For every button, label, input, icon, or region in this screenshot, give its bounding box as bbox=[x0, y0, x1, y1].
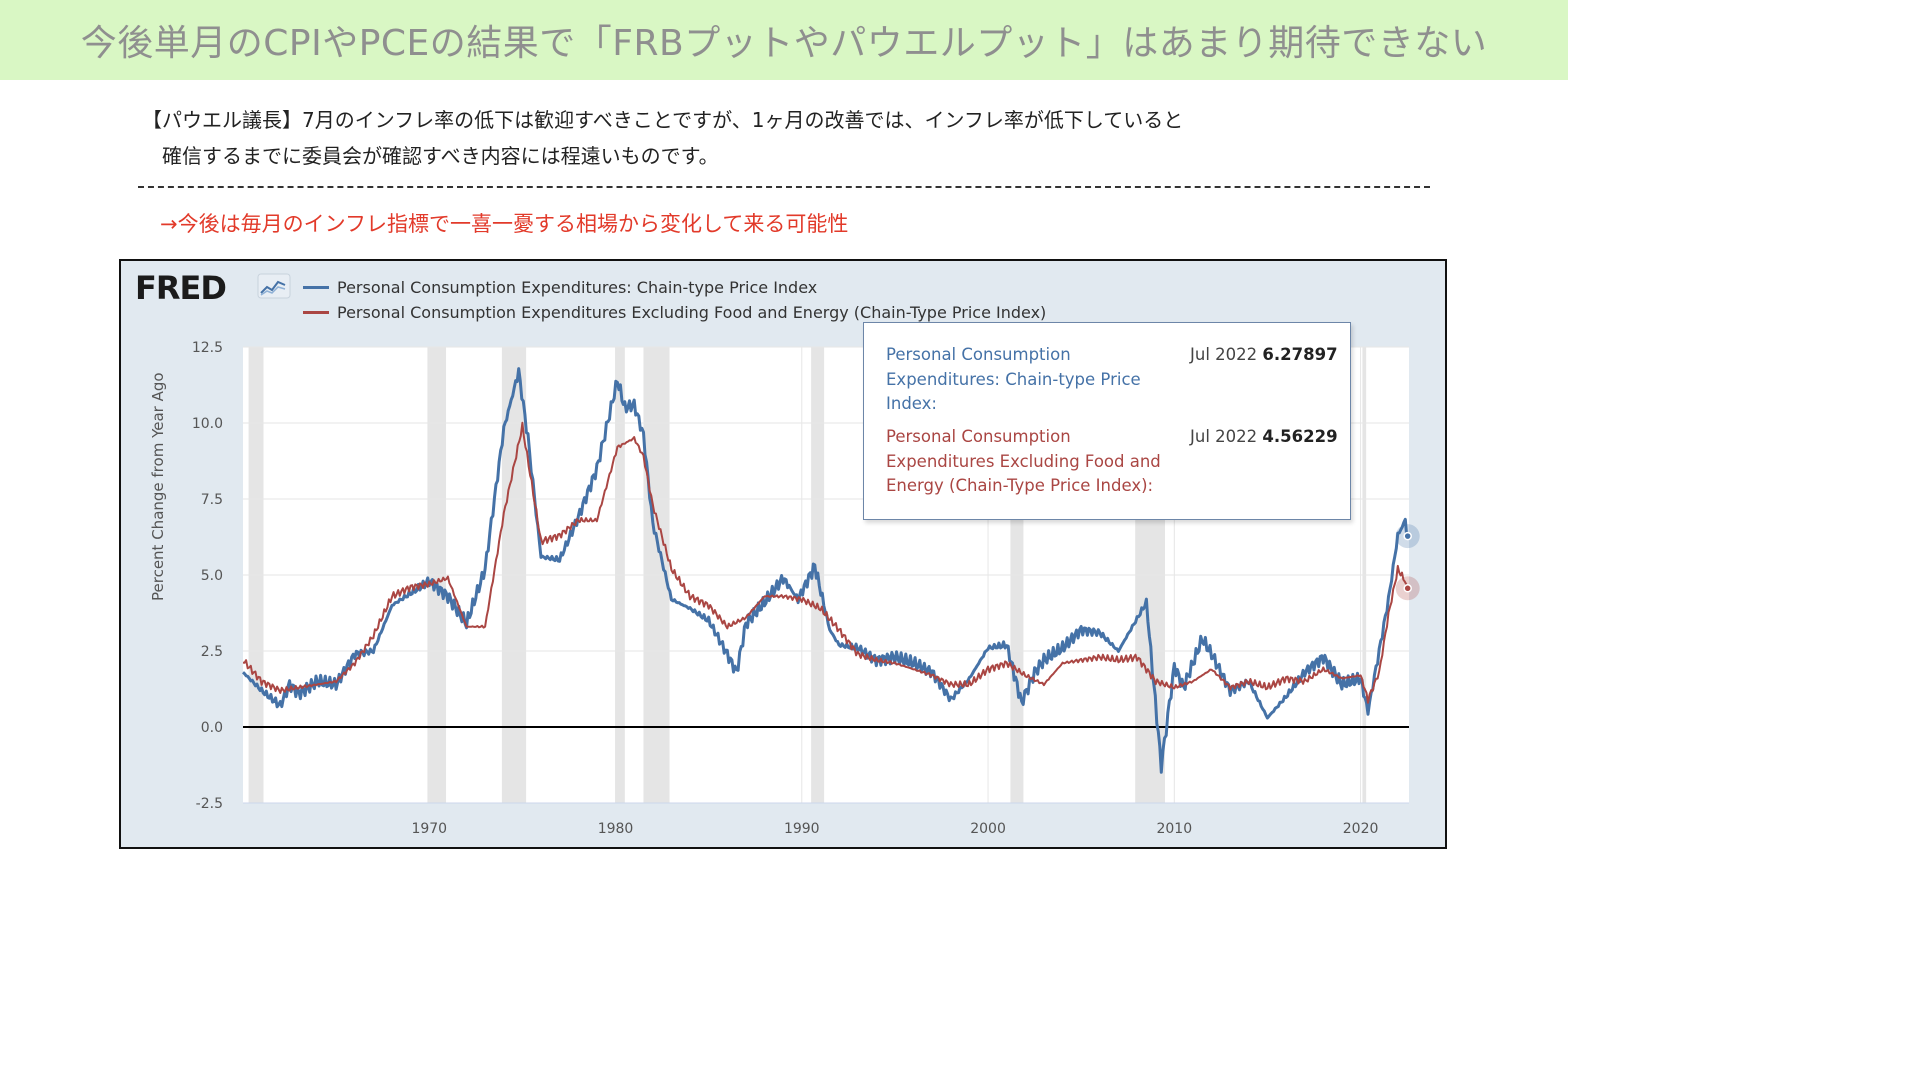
x-tick-label: 1970 bbox=[411, 821, 447, 837]
series-line-pce bbox=[242, 367, 1410, 774]
fred-logo: FRED bbox=[135, 269, 227, 307]
fred-chart-icon bbox=[257, 273, 291, 299]
conclusion-note: →今後は毎月のインフレ指標で一喜一憂する相場から変化して来る可能性 bbox=[160, 212, 849, 236]
y-tick-label: 7.5 bbox=[201, 492, 223, 508]
quote-line-2: 確信するまでに委員会が確認すべき内容には程遠いものです。 bbox=[162, 144, 719, 168]
tooltip-label-pce: Personal Consumption Expenditures: Chain… bbox=[886, 345, 1141, 413]
legend-label-core-pce: Personal Consumption Expenditures Exclud… bbox=[337, 303, 1047, 322]
y-tick-label: 12.5 bbox=[192, 340, 223, 356]
y-tick-label: 2.5 bbox=[201, 644, 223, 660]
tooltip-label-core-pce: Personal Consumption Expenditures Exclud… bbox=[886, 427, 1161, 495]
series-line-core-pce bbox=[242, 421, 1409, 704]
tooltip-value-core-pce: Jul 2022 4.56229 bbox=[1190, 425, 1338, 450]
quote-block: 【パウエル議長】7月のインフレ率の低下は歓迎すべきことですが、1ヶ月の改善では、… bbox=[142, 102, 1442, 174]
legend-label-pce: Personal Consumption Expenditures: Chain… bbox=[337, 278, 818, 297]
legend-item-core-pce[interactable]: Personal Consumption Expenditures Exclud… bbox=[303, 300, 1046, 325]
x-tick-label: 2000 bbox=[970, 821, 1006, 837]
legend-item-pce[interactable]: Personal Consumption Expenditures: Chain… bbox=[303, 275, 1046, 300]
legend-swatch-core-pce bbox=[303, 311, 329, 314]
title-banner: 今後単月のCPIやPCEの結果で「FRBプットやパウエルプット」はあまり期待でき… bbox=[0, 0, 1568, 80]
chart-plot: 12.5 10.0 7.5 5.0 2.5 0.0 -2.5 1970 1980 1990 2000… bbox=[192, 340, 1420, 837]
separator-line bbox=[138, 186, 1430, 188]
x-tick-label: 2010 bbox=[1156, 821, 1192, 837]
y-tick-label: 0.0 bbox=[201, 720, 223, 736]
chart-tooltip: Personal Consumption Expenditures: Chain… bbox=[863, 322, 1351, 520]
quote-line-1: 【パウエル議長】7月のインフレ率の低下は歓迎すべきことですが、1ヶ月の改善では、… bbox=[142, 108, 1184, 132]
x-tick-label: 2020 bbox=[1343, 821, 1379, 837]
tooltip-number-pce: 6.27897 bbox=[1262, 345, 1338, 364]
legend-swatch-pce bbox=[303, 286, 329, 289]
x-tick-label: 1990 bbox=[784, 821, 820, 837]
y-tick-label: 10.0 bbox=[192, 416, 223, 432]
tooltip-value-pce: Jul 2022 6.27897 bbox=[1190, 343, 1338, 368]
y-tick-label: -2.5 bbox=[196, 796, 223, 812]
page-title: 今後単月のCPIやPCEの結果で「FRBプットやパウエルプット」はあまり期待でき… bbox=[80, 23, 1488, 64]
tooltip-number-core-pce: 4.56229 bbox=[1262, 427, 1338, 446]
x-tick-label: 1980 bbox=[598, 821, 634, 837]
tooltip-date-pce: Jul 2022 bbox=[1190, 345, 1258, 364]
y-tick-label: 5.0 bbox=[201, 568, 223, 584]
hover-point bbox=[1403, 531, 1412, 541]
chart-legend: Personal Consumption Expenditures: Chain… bbox=[303, 275, 1046, 325]
hover-point bbox=[1403, 584, 1412, 593]
fred-chart: FRED Personal Consumption Expenditures: … bbox=[119, 259, 1447, 849]
tooltip-date-core-pce: Jul 2022 bbox=[1190, 427, 1258, 446]
